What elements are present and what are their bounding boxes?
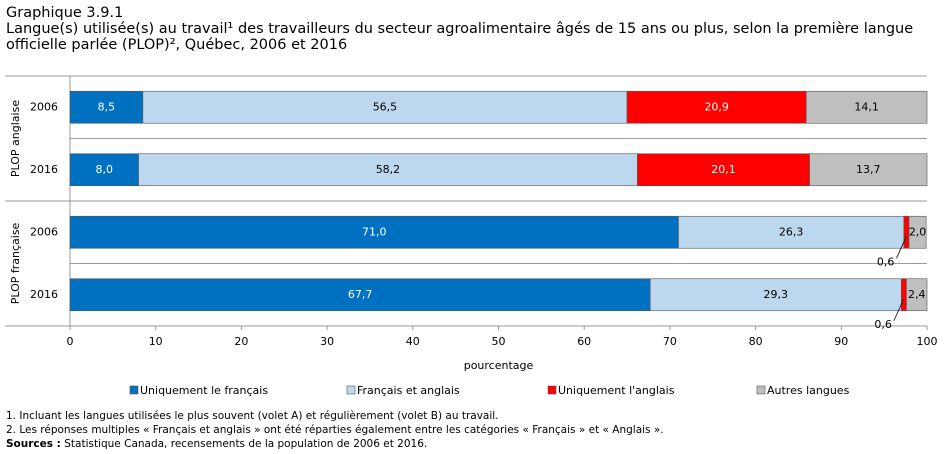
bar-segment bbox=[138, 153, 638, 187]
bar-segment bbox=[805, 90, 928, 124]
sources: Sources : Statistique Canada, recensemen… bbox=[6, 437, 936, 451]
leader-line bbox=[896, 236, 907, 259]
value-label: 67,7 bbox=[348, 288, 373, 301]
bar-segment bbox=[900, 278, 907, 312]
bar-segment bbox=[626, 90, 807, 124]
legend-label: Autres langues bbox=[767, 384, 850, 397]
bar-segment bbox=[678, 215, 905, 249]
value-label: 29,3 bbox=[763, 288, 788, 301]
value-label: 13,7 bbox=[856, 163, 881, 176]
note: 1. Incluant les langues utilisées le plu… bbox=[6, 410, 499, 422]
y-tick-label: 2016 bbox=[30, 288, 58, 301]
legend-label: Français et anglais bbox=[357, 384, 460, 397]
value-label: 0,6 bbox=[877, 255, 895, 268]
bar-segment bbox=[69, 278, 651, 312]
x-tick-label: 10 bbox=[149, 335, 163, 348]
value-label: 56,5 bbox=[373, 100, 398, 113]
bar-segment bbox=[69, 90, 144, 124]
value-label: 20,9 bbox=[704, 100, 729, 113]
x-tick-label: 70 bbox=[663, 335, 677, 348]
leader-line bbox=[893, 298, 905, 321]
x-tick-label: 100 bbox=[917, 335, 938, 348]
bar-segment bbox=[69, 215, 679, 249]
y-tick-label: 2006 bbox=[30, 225, 58, 238]
value-label: 2,0 bbox=[909, 225, 927, 238]
value-label: 2,4 bbox=[908, 288, 926, 301]
bar-segment bbox=[906, 278, 928, 312]
value-label: 14,1 bbox=[854, 100, 879, 113]
bar-segment bbox=[142, 90, 628, 124]
value-label: 71,0 bbox=[362, 225, 387, 238]
x-axis-label: pourcentage bbox=[464, 359, 534, 372]
bar-segment bbox=[637, 153, 810, 187]
value-label: 8,0 bbox=[96, 163, 114, 176]
bar-segment bbox=[809, 153, 928, 187]
legend-swatch bbox=[756, 385, 766, 395]
y-tick-label: 2016 bbox=[30, 163, 58, 176]
group-label: PLOP anglaise bbox=[9, 100, 22, 177]
sources-label: Sources : bbox=[6, 438, 61, 450]
x-tick-label: 20 bbox=[234, 335, 248, 348]
x-tick-label: 60 bbox=[577, 335, 591, 348]
value-label: 8,5 bbox=[98, 100, 116, 113]
legend-label: Uniquement l'anglais bbox=[558, 384, 675, 397]
x-tick-label: 50 bbox=[492, 335, 506, 348]
chart-title: Graphique 3.9.1 bbox=[6, 5, 124, 21]
value-label: 58,2 bbox=[376, 163, 401, 176]
legend-swatch bbox=[547, 385, 557, 395]
note: 2. Les réponses multiples « Français et … bbox=[6, 424, 664, 436]
legend-swatch bbox=[129, 385, 139, 395]
value-label: 20,1 bbox=[711, 163, 736, 176]
legend-swatch bbox=[346, 385, 356, 395]
value-label: 26,3 bbox=[779, 225, 804, 238]
sources-text: Statistique Canada, recensements de la p… bbox=[64, 438, 428, 450]
x-tick-label: 90 bbox=[834, 335, 848, 348]
x-tick-label: 80 bbox=[749, 335, 763, 348]
chart-subtitle: Langue(s) utilisée(s) au travail¹ des tr… bbox=[6, 21, 914, 53]
x-tick-label: 40 bbox=[406, 335, 420, 348]
footnotes: 1. Incluant les langues utilisées le plu… bbox=[6, 409, 936, 451]
value-label: 0,6 bbox=[874, 318, 892, 331]
legend-label: Uniquement le français bbox=[140, 384, 268, 397]
bar-segment bbox=[649, 278, 902, 312]
group-label: PLOP française bbox=[9, 222, 22, 304]
x-tick-label: 0 bbox=[67, 335, 74, 348]
y-tick-label: 2006 bbox=[30, 100, 58, 113]
bar-segment bbox=[908, 215, 927, 249]
x-tick-label: 30 bbox=[320, 335, 334, 348]
header: Graphique 3.9.1 Langue(s) utilisée(s) au… bbox=[6, 5, 921, 53]
